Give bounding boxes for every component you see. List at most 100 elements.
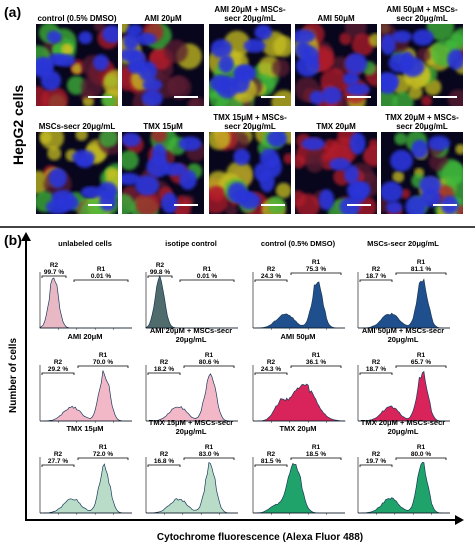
histogram-title: unlabeled cells bbox=[58, 239, 112, 248]
gate-r1-bracket bbox=[290, 365, 342, 368]
gate-r1-label: R1 bbox=[417, 352, 426, 359]
gate-r2-label: R2 bbox=[54, 451, 63, 458]
x-axis-label: Cytochrome fluorescence (Alexa Fluor 488… bbox=[156, 532, 364, 543]
row-label-hepg2: HepG2 cells bbox=[10, 84, 26, 166]
micrograph-title: MSCs-secr 20μg/mL bbox=[38, 122, 116, 131]
gate-r2-bracket bbox=[359, 464, 393, 467]
scale-bar bbox=[174, 204, 198, 206]
gate-r2-label: R2 bbox=[160, 359, 169, 366]
gate-r1-bracket bbox=[77, 457, 129, 460]
panel-b-letter: (b) bbox=[4, 232, 22, 248]
micrograph-cell: TMX 20μM + MSCs-secr 20μg/mL bbox=[379, 112, 465, 214]
micrograph-image bbox=[122, 24, 204, 106]
gate-r1-bracket bbox=[179, 279, 235, 282]
micrograph-cell: TMX 20μM bbox=[293, 112, 379, 214]
histogram-area bbox=[358, 370, 450, 422]
gate-r1-value: 65.7 % bbox=[411, 359, 431, 366]
gate-r2-bracket bbox=[254, 279, 288, 282]
gate-r2-label: R2 bbox=[54, 359, 63, 366]
histogram-title: AMI 50μM + MSCs-secr 20μg/mL bbox=[361, 326, 445, 344]
micrograph-title: TMX 20μM + MSCs-secr 20μg/mL bbox=[385, 113, 459, 131]
histogram-cell: R2 29.2 % R1 70.0 % AMI 20μM bbox=[32, 332, 138, 427]
micrograph-image bbox=[381, 24, 463, 106]
histogram-cell: R2 81.5 % R1 18.5 % TMX 20μM bbox=[245, 424, 351, 519]
histogram-area bbox=[145, 274, 238, 329]
gate-r2-value: 16.8 % bbox=[154, 458, 174, 465]
gate-r1-label: R1 bbox=[417, 259, 426, 266]
micrograph-cell: AMI 20μM bbox=[120, 4, 206, 106]
scale-bar bbox=[433, 96, 457, 98]
gate-r2-label: R2 bbox=[156, 262, 165, 269]
histogram-area bbox=[146, 462, 238, 514]
panel-a-letter: (a) bbox=[4, 4, 22, 20]
micrograph-cell: TMX 15μM bbox=[120, 112, 206, 214]
histogram-cell: R2 18.7 % R1 81.1 % MSCs-secr 20μg/mL bbox=[350, 239, 456, 334]
micrograph-title: AMI 50μM + MSCs-secr 20μg/mL bbox=[386, 5, 458, 23]
micrograph-cell: AMI 50μM + MSCs-secr 20μg/mL bbox=[379, 4, 465, 106]
histogram-title: AMI 20μM bbox=[67, 332, 103, 341]
histogram-title: AMI 20μM + MSCs-secr 20μg/mL bbox=[149, 326, 233, 344]
micrograph-image bbox=[36, 132, 118, 214]
histogram-area bbox=[40, 370, 132, 422]
micrograph-title: TMX 20μM bbox=[316, 122, 356, 131]
scale-bar bbox=[174, 96, 198, 98]
histogram-title: MSCs-secr 20μg/mL bbox=[367, 239, 439, 248]
gate-r1-value: 0.01 % bbox=[91, 273, 111, 280]
x-axis-line bbox=[25, 519, 455, 521]
micrograph-image bbox=[36, 24, 118, 106]
scale-bar bbox=[347, 96, 371, 98]
gate-r2-value: 29.2 % bbox=[48, 366, 68, 373]
gate-r2-value: 27.7 % bbox=[48, 458, 68, 465]
gate-r1-value: 70.0 % bbox=[93, 359, 113, 366]
gate-r1-value: 81.1 % bbox=[411, 266, 431, 273]
gate-r1-label: R1 bbox=[417, 444, 426, 451]
micrograph-cell: AMI 20μM + MSCs-secr 20μg/mL bbox=[207, 4, 293, 106]
histogram-title: TMX 15μM + MSCs-secr 20μg/mL bbox=[148, 418, 234, 436]
gate-r1-bracket bbox=[290, 457, 342, 460]
gate-r1-bracket bbox=[395, 365, 447, 368]
gate-r2-value: 99.7 % bbox=[44, 269, 64, 276]
gate-r1-value: 75.3 % bbox=[306, 266, 326, 273]
histogram-area bbox=[253, 462, 345, 514]
gate-r2-value: 18.7 % bbox=[366, 366, 386, 373]
histogram-title: control (0.5% DMSO) bbox=[260, 239, 336, 248]
gate-r2-bracket bbox=[41, 372, 75, 375]
x-axis-arrow-icon bbox=[455, 515, 464, 525]
micrograph-image bbox=[209, 132, 291, 214]
gate-r1-value: 80.0 % bbox=[411, 451, 431, 458]
histogram-area bbox=[39, 277, 132, 329]
gate-r2-label: R2 bbox=[267, 359, 276, 366]
micrograph-image bbox=[381, 132, 463, 214]
gate-r2-value: 24.3 % bbox=[261, 366, 281, 373]
gate-r2-label: R2 bbox=[160, 451, 169, 458]
histogram-cell: R2 16.8 % R1 83.0 % TMX 15μM + MSCs-secr 20μ… bbox=[138, 418, 244, 519]
histogram-area bbox=[358, 462, 450, 514]
micrograph-title: control (0.5% DMSO) bbox=[37, 14, 117, 23]
gate-r1-label: R1 bbox=[312, 352, 321, 359]
gate-r2-value: 18.2 % bbox=[154, 366, 174, 373]
histogram-area bbox=[253, 383, 346, 422]
y-axis-label: Number of cells bbox=[8, 337, 19, 413]
gate-r1-label: R1 bbox=[203, 266, 212, 273]
gate-r2-bracket bbox=[41, 275, 67, 278]
gate-r1-label: R1 bbox=[312, 259, 321, 266]
micrograph-title: AMI 50μM bbox=[317, 14, 355, 23]
gate-r1-label: R1 bbox=[99, 352, 108, 359]
gate-r1-value: 80.6 % bbox=[199, 359, 219, 366]
micrograph-title: TMX 15μM bbox=[143, 122, 183, 131]
gate-r1-bracket bbox=[395, 457, 447, 460]
gate-r2-label: R2 bbox=[372, 451, 381, 458]
gate-r2-bracket bbox=[359, 372, 393, 375]
gate-r2-value: 99.8 % bbox=[150, 269, 170, 276]
micrograph-image bbox=[295, 132, 377, 214]
gate-r2-label: R2 bbox=[372, 359, 381, 366]
micrograph-image bbox=[295, 24, 377, 106]
histogram-cell: R2 18.2 % R1 80.6 % AMI 20μM + MSCs-secr 20μ… bbox=[138, 326, 244, 427]
y-axis-arrow-icon bbox=[21, 232, 31, 241]
gate-r1-bracket bbox=[73, 279, 129, 282]
gate-r2-bracket bbox=[147, 275, 173, 278]
gate-r2-bracket bbox=[254, 464, 288, 467]
micrograph-image bbox=[122, 132, 204, 214]
histogram-title: TMX 20μM bbox=[279, 424, 317, 433]
gate-r1-bracket bbox=[395, 272, 447, 275]
